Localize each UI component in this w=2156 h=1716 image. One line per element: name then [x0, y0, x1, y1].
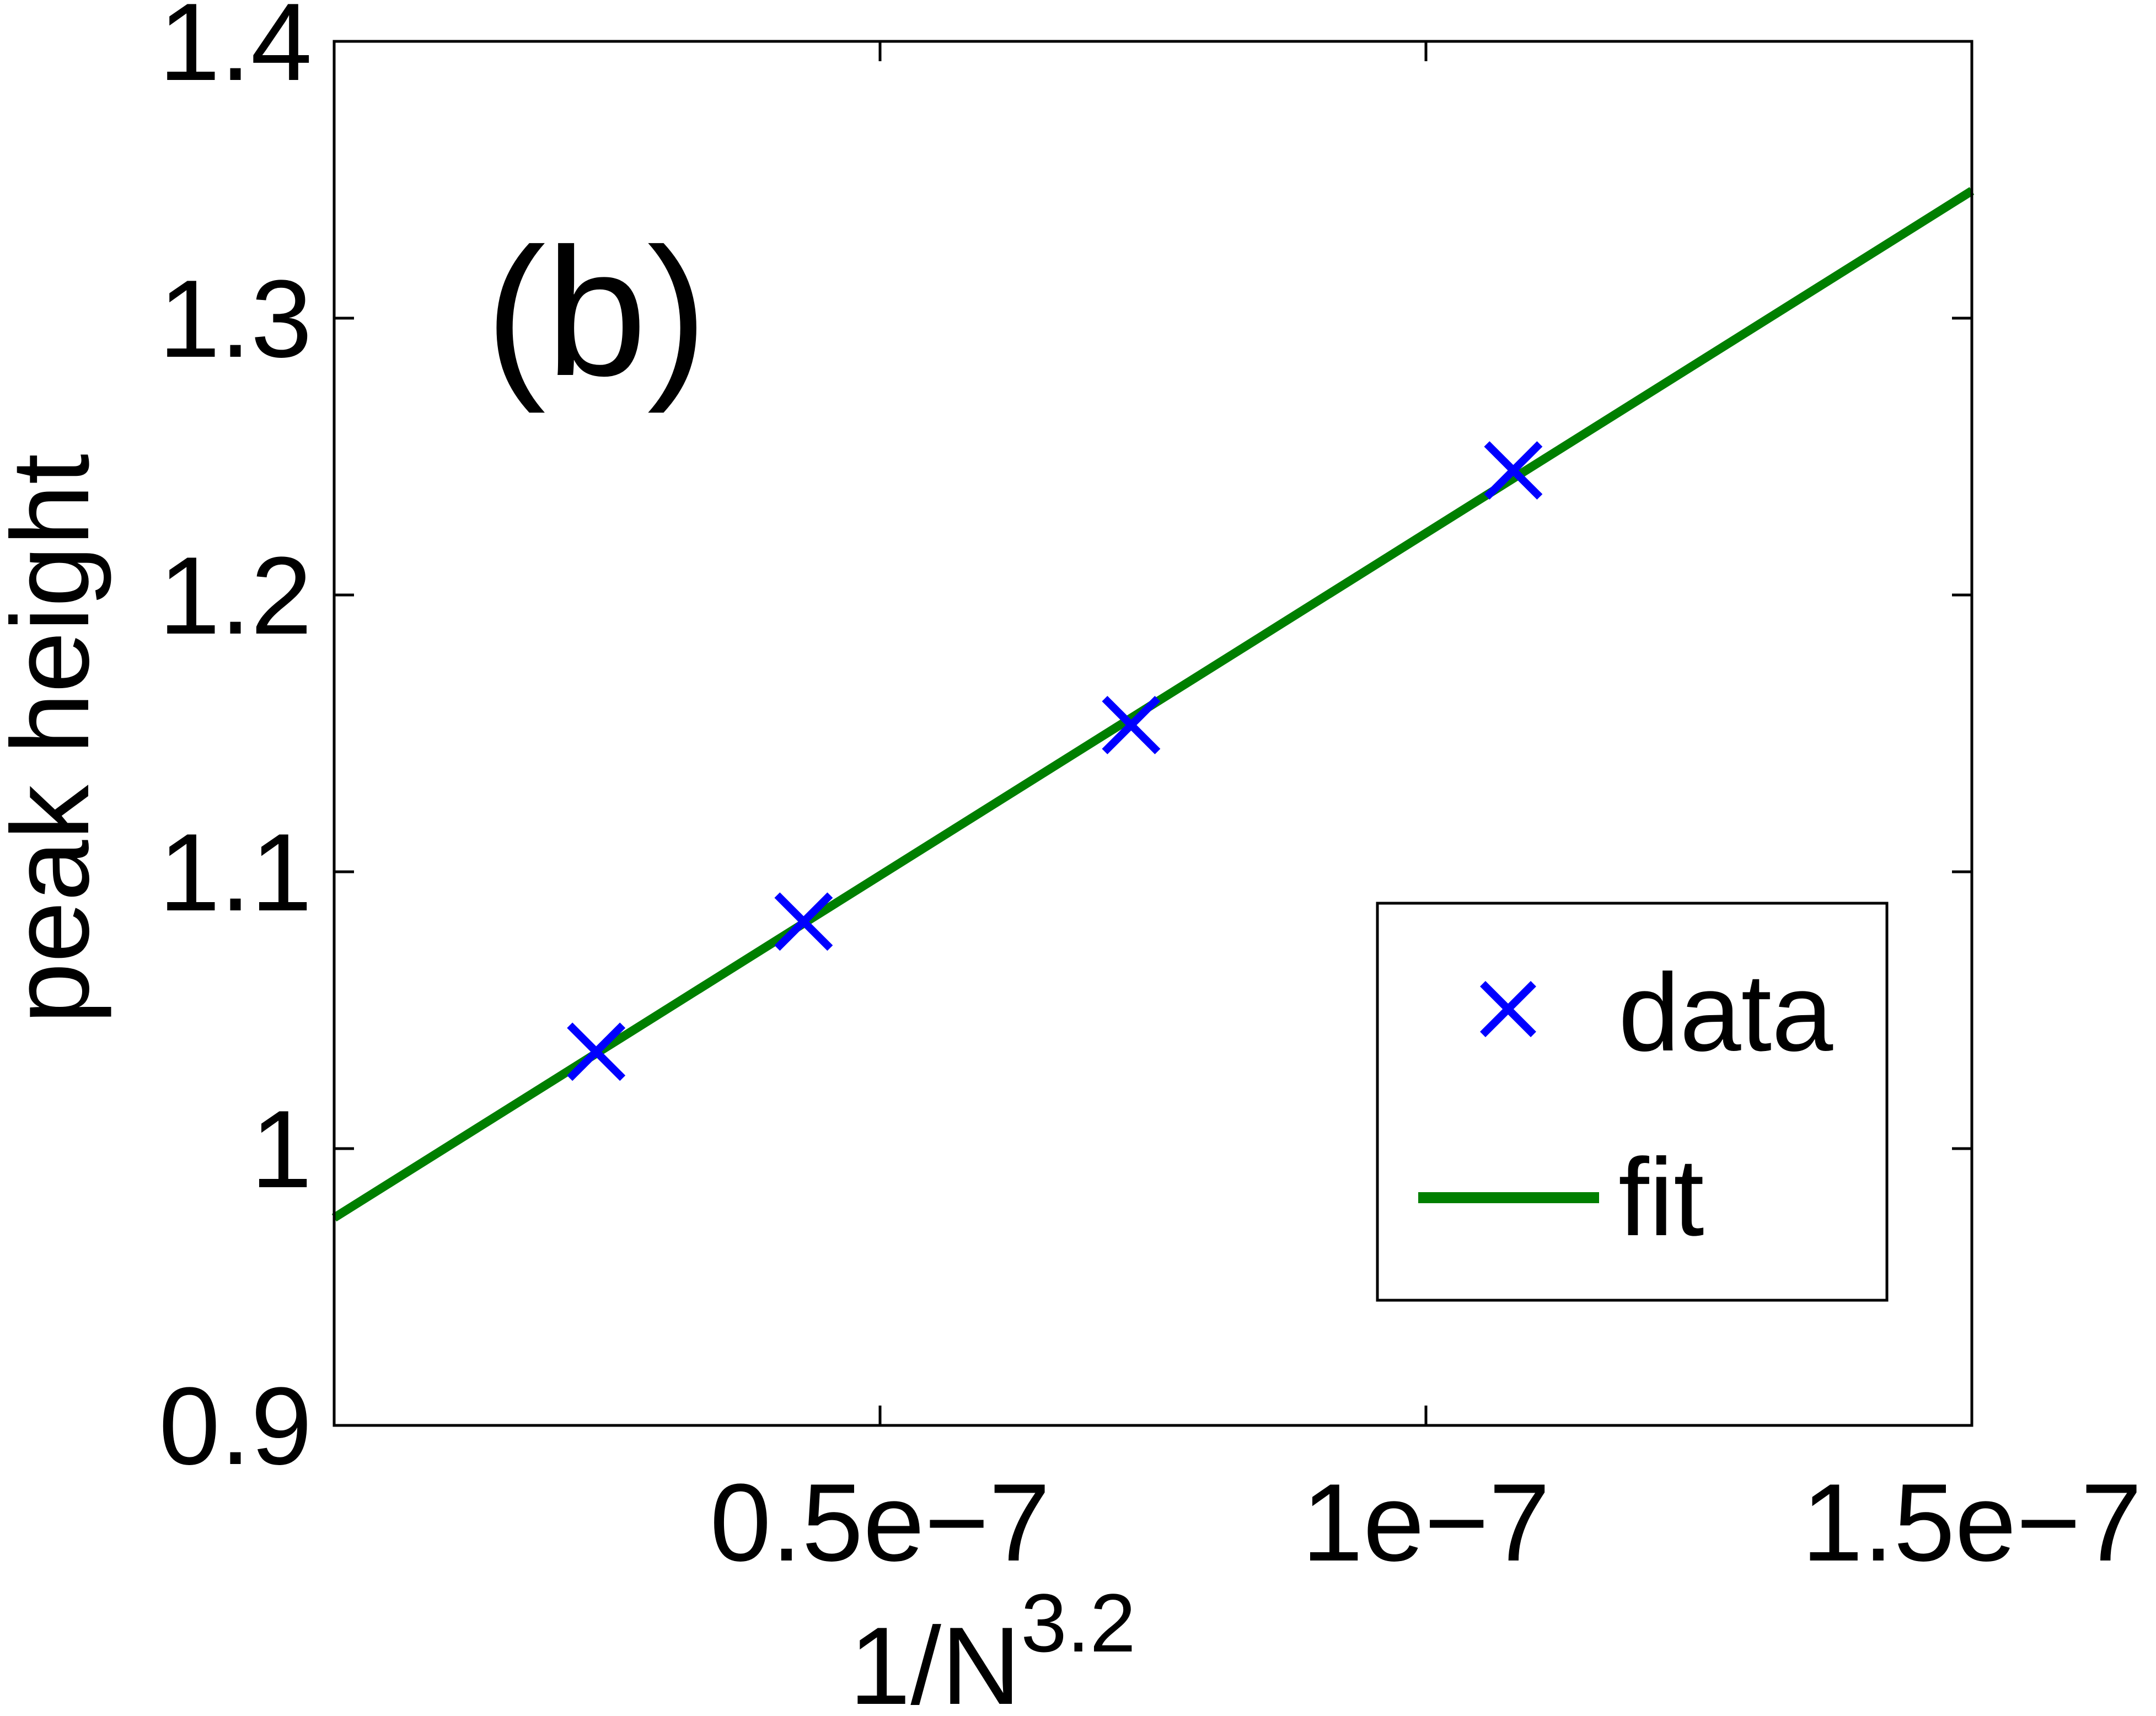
- marker-stroke: [1102, 695, 1161, 754]
- x-tick-label: 0.5e−7: [710, 1461, 1050, 1584]
- marker-stroke: [1480, 981, 1536, 1037]
- legend-box: [1376, 902, 1889, 1302]
- marker-stroke: [567, 1022, 626, 1081]
- y-tick-label: 1.1: [159, 811, 312, 934]
- x-axis-label-exponent: 3.2: [1021, 1576, 1136, 1669]
- x-axis-label-base: 1/N: [849, 1605, 1021, 1716]
- data-point-marker: [1484, 441, 1543, 500]
- marker-stroke: [774, 892, 833, 951]
- y-axis-label: peak height: [0, 454, 112, 1024]
- tick-labels: 0.5e−7 1e−7 1.5e−7 0.9 1 1.1 1.2 1.3 1.4: [159, 0, 2142, 1584]
- panel-label: (b): [485, 210, 707, 415]
- data-point-marker: [567, 1022, 626, 1081]
- y-tick-label: 1: [251, 1088, 312, 1211]
- marker-stroke: [1484, 441, 1543, 500]
- x-tick-label: 1e−7: [1302, 1461, 1551, 1584]
- y-tick-label: 0.9: [159, 1365, 312, 1488]
- y-tick-label: 1.3: [159, 258, 312, 380]
- legend-x-marker: [1480, 981, 1536, 1037]
- x-tick-label: 1.5e−7: [1801, 1461, 2142, 1584]
- legend-marker-data: [1480, 981, 1536, 1037]
- legend: data fit: [1376, 902, 1889, 1302]
- y-tick-label: 1.4: [159, 0, 312, 104]
- axes-frame: [332, 40, 1973, 1427]
- x-axis-label: 1/N3.2: [849, 1576, 1136, 1716]
- y-tick-label: 1.2: [159, 534, 312, 657]
- series-layer: [331, 187, 1975, 1222]
- data-point-marker: [774, 892, 833, 951]
- legend-label-data: data: [1618, 951, 1833, 1074]
- legend-label-fit: fit: [1618, 1136, 1704, 1259]
- data-point-marker: [1102, 695, 1161, 754]
